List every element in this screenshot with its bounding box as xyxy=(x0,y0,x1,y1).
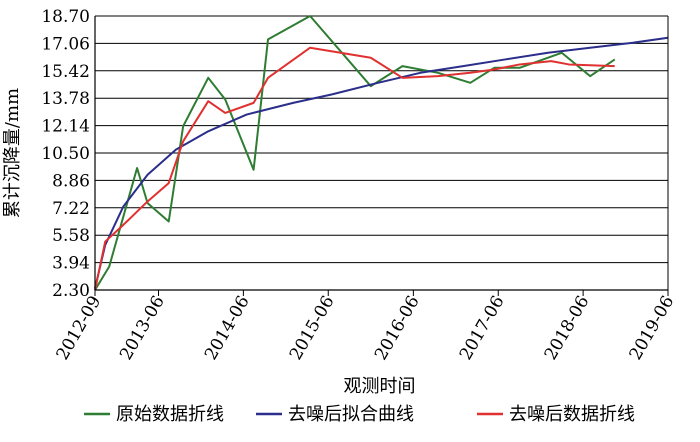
axes xyxy=(94,16,669,291)
x-tick-label: 2012-09 xyxy=(53,293,106,364)
y-tick-label: 18.70 xyxy=(41,7,90,27)
x-tick-label: 2019-06 xyxy=(626,293,679,364)
y-tick-label: 17.06 xyxy=(41,34,90,54)
series-line-1 xyxy=(94,15,616,291)
x-tick-labels: 2012-09 2013-06 2014-06 2015-06 2016-06 2017-… xyxy=(53,290,679,364)
y-tick-label: 7.22 xyxy=(52,199,90,219)
x-tick-label: 2016-06 xyxy=(371,293,424,364)
grid-lines xyxy=(95,15,668,291)
x-tick-label: 2015-06 xyxy=(286,293,339,364)
y-tick-label: 2.30 xyxy=(52,281,90,301)
x-tick-label: 2018-06 xyxy=(541,293,594,364)
legend-label-1: 原始数据折线 xyxy=(116,404,224,425)
x-tick-label: 2013-06 xyxy=(116,293,169,364)
x-axis-title: 观测时间 xyxy=(344,376,416,397)
y-axis-title: 累计沉降量/mm xyxy=(2,88,23,218)
x-tick-label: 2017-06 xyxy=(456,293,509,364)
y-tick-label: 5.58 xyxy=(52,226,90,246)
y-tick-label: 13.78 xyxy=(41,89,90,109)
y-tick-label: 8.86 xyxy=(52,171,90,191)
y-tick-label: 15.42 xyxy=(41,62,90,82)
series-line-2 xyxy=(94,36,669,289)
series-line-3 xyxy=(94,46,615,291)
legend: 原始数据折线 去噪后拟合曲线 去噪后数据折线 xyxy=(84,404,635,425)
y-tick-label: 12.14 xyxy=(41,117,90,137)
y-tick-label: 3.94 xyxy=(52,254,90,274)
y-tick-labels: 2.30 3.94 5.58 7.22 8.86 10.50 12.14 13.78 15.42… xyxy=(41,7,90,301)
y-tick-label: 10.50 xyxy=(41,144,90,164)
series-layer xyxy=(94,15,669,291)
legend-label-3: 去噪后数据折线 xyxy=(509,404,635,425)
legend-label-2: 去噪后拟合曲线 xyxy=(288,404,414,425)
x-tick-label: 2014-06 xyxy=(201,293,254,364)
